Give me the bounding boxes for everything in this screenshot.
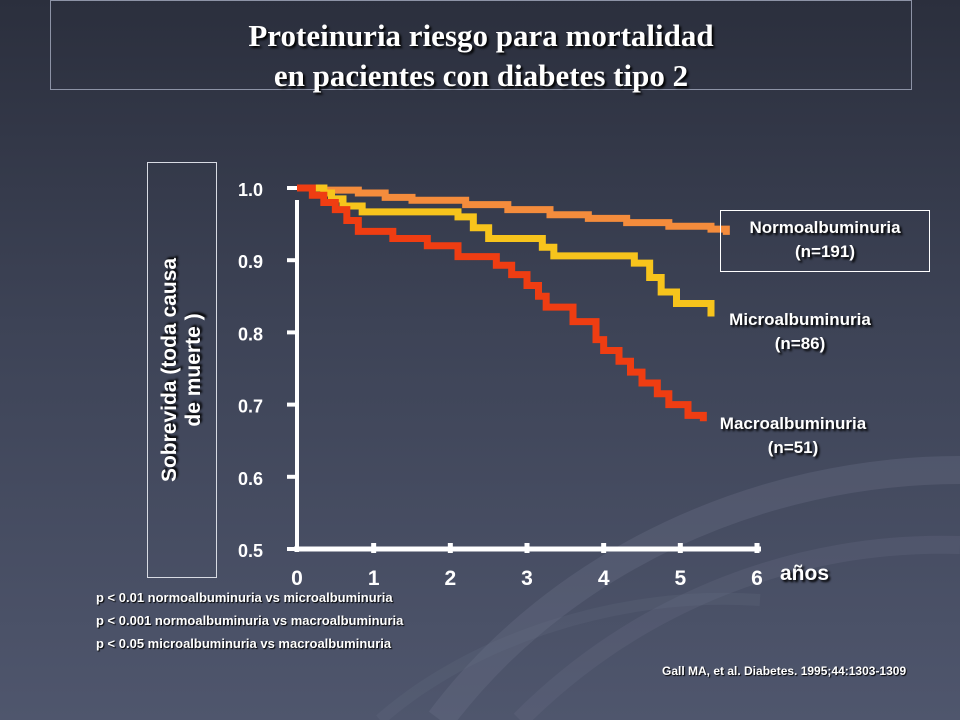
series-name-macroalbuminuria: Macroalbuminuria [719, 414, 867, 433]
x-tick-label: 6 [751, 567, 763, 590]
stat-note: p < 0.05 microalbuminuria vs macroalbumi… [96, 636, 392, 651]
y-tick-label: 0.7 [238, 397, 263, 417]
x-tick-label: 4 [598, 567, 610, 590]
y-tick-label: 1.0 [238, 180, 263, 200]
series-n-macroalbuminuria: (n=51) [767, 438, 819, 457]
series-line-macroalbuminuria [297, 184, 707, 422]
title-line-2: en pacientes con diabetes tipo 2 [273, 58, 689, 93]
series-name-microalbuminuria: Microalbuminuria [729, 310, 871, 329]
x-tick-label: 1 [368, 567, 380, 590]
series-label-microalbuminuria: Microalbuminuria (n=86) [700, 308, 900, 356]
normoalbuminuria-label-frame [720, 210, 930, 272]
x-tick-label: 0 [291, 567, 303, 590]
series-line-microalbuminuria [297, 184, 715, 317]
series-line-normoalbuminuria [297, 184, 730, 235]
x-axis-unit: años [780, 562, 830, 585]
series-n-normoalbuminuria: (n=191) [795, 242, 855, 261]
y-tick-label: 0.5 [238, 541, 263, 561]
stat-note: p < 0.01 normoalbuminuria vs microalbumi… [96, 590, 393, 605]
slide-title: Proteinuria riesgo para mortalidad en pa… [50, 16, 912, 96]
series-n-microalbuminuria: (n=86) [774, 334, 826, 353]
statistics-notes: p < 0.01 normoalbuminuria vs microalbumi… [96, 586, 403, 655]
series-label-normoalbuminuria: Normoalbuminuria (n=191) [720, 216, 930, 264]
citation: Gall MA, et al. Diabetes. 1995;44:1303-1… [662, 664, 907, 678]
stat-note: p < 0.001 normoalbuminuria vs macroalbum… [96, 613, 404, 628]
y-axis-label-frame [147, 162, 217, 578]
x-tick-label: 3 [521, 567, 533, 590]
title-line-1: Proteinuria riesgo para mortalidad [248, 18, 714, 53]
x-tick-label: 5 [674, 567, 686, 590]
y-tick-label: 0.9 [238, 252, 263, 272]
title-frame [50, 0, 912, 90]
y-tick-label: 0.8 [238, 324, 263, 344]
x-tick-label: 2 [444, 567, 456, 590]
series-name-normoalbuminuria: Normoalbuminuria [749, 218, 901, 237]
series-label-macroalbuminuria: Macroalbuminuria (n=51) [693, 412, 893, 460]
y-tick-label: 0.6 [238, 469, 263, 489]
